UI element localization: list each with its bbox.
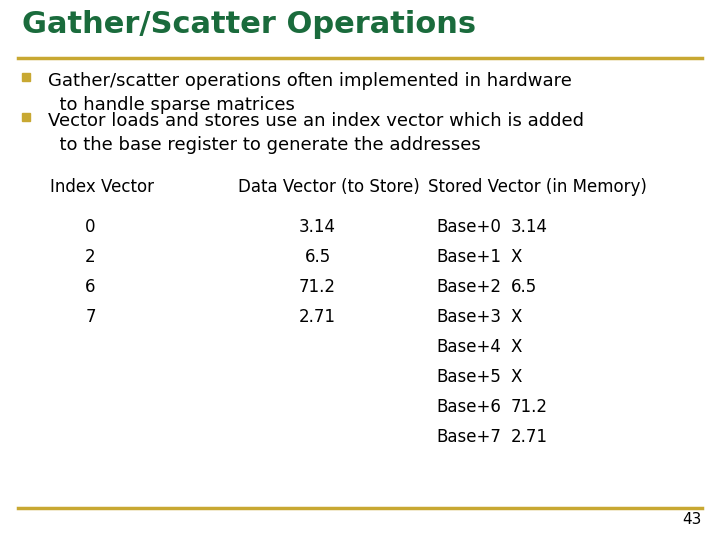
Text: 2: 2 bbox=[85, 248, 96, 266]
Text: Index Vector: Index Vector bbox=[50, 178, 154, 196]
Text: 6: 6 bbox=[85, 278, 96, 296]
Text: 71.2: 71.2 bbox=[299, 278, 336, 296]
Text: Base+0: Base+0 bbox=[436, 218, 501, 236]
Text: Stored Vector (in Memory): Stored Vector (in Memory) bbox=[428, 178, 647, 196]
Text: 43: 43 bbox=[683, 512, 702, 527]
Text: 2.71: 2.71 bbox=[299, 308, 336, 326]
Text: 71.2: 71.2 bbox=[510, 398, 547, 416]
Text: 2.71: 2.71 bbox=[510, 428, 547, 446]
Bar bbox=[22, 73, 30, 81]
Bar bbox=[22, 113, 30, 121]
Text: Data Vector (to Store): Data Vector (to Store) bbox=[238, 178, 419, 196]
Text: Vector loads and stores use an index vector which is added
  to the base registe: Vector loads and stores use an index vec… bbox=[48, 112, 584, 154]
Text: 3.14: 3.14 bbox=[299, 218, 336, 236]
Text: Base+1: Base+1 bbox=[436, 248, 501, 266]
Text: Gather/scatter operations often implemented in hardware
  to handle sparse matri: Gather/scatter operations often implemen… bbox=[48, 72, 572, 114]
Text: Base+2: Base+2 bbox=[436, 278, 501, 296]
Text: Base+4: Base+4 bbox=[436, 338, 501, 356]
Text: 6.5: 6.5 bbox=[510, 278, 536, 296]
Text: Base+5: Base+5 bbox=[436, 368, 501, 386]
Text: 7: 7 bbox=[85, 308, 96, 326]
Text: X: X bbox=[510, 338, 522, 356]
Text: Base+6: Base+6 bbox=[436, 398, 501, 416]
Text: X: X bbox=[510, 368, 522, 386]
Text: 3.14: 3.14 bbox=[510, 218, 547, 236]
Text: 6.5: 6.5 bbox=[305, 248, 330, 266]
Text: Base+7: Base+7 bbox=[436, 428, 501, 446]
Text: 0: 0 bbox=[85, 218, 96, 236]
Text: Gather/Scatter Operations: Gather/Scatter Operations bbox=[22, 10, 476, 39]
Text: X: X bbox=[510, 308, 522, 326]
Text: X: X bbox=[510, 248, 522, 266]
Text: Base+3: Base+3 bbox=[436, 308, 501, 326]
